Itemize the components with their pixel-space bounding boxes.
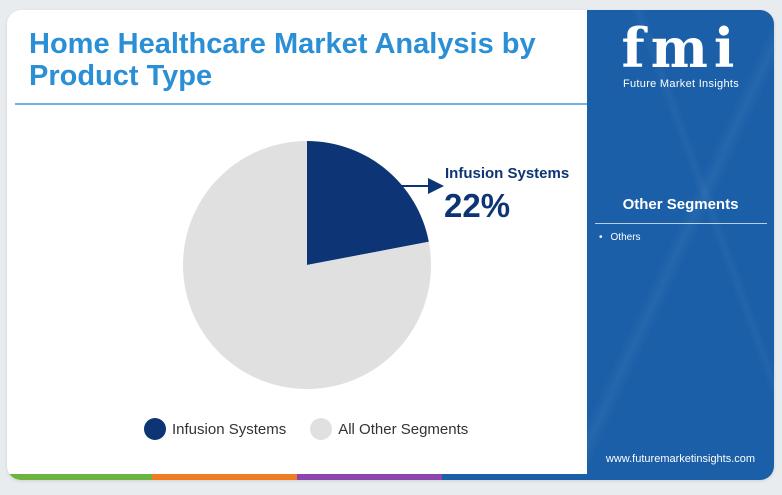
legend-item-all-other-segments: All Other Segments — [310, 418, 468, 440]
footer-segment-blue — [442, 474, 587, 480]
footer-color-bar — [7, 474, 587, 480]
sidebar-panel: fmi Future Market Insights Other Segment… — [587, 10, 774, 480]
legend-label-all-other-segments: All Other Segments — [338, 420, 469, 438]
legend-swatch-all-other-segments — [310, 418, 333, 440]
footer-segment-orange — [152, 474, 297, 480]
other-segments-list: • Others — [599, 232, 641, 243]
chart-legend: Infusion Systems All Other Segments — [144, 418, 492, 440]
logo-text: Future Market Insights — [622, 78, 740, 90]
logo-mark: fmi — [621, 16, 741, 80]
pie-chart — [183, 141, 444, 389]
pie-slice-all-other-segments — [183, 141, 431, 389]
footer-segment-purple — [297, 474, 442, 480]
fmi-logo: fmi Future Market Insights — [611, 20, 751, 90]
sidebar-divider — [595, 223, 767, 224]
legend-swatch-infusion-systems — [144, 418, 166, 440]
legend-label-infusion-systems: Infusion Systems — [172, 420, 287, 438]
callout-percentage: 22% — [444, 187, 511, 224]
footer-segment-green — [7, 474, 152, 480]
callout-label: Infusion Systems — [445, 165, 570, 182]
chart-card: Home Healthcare Market Analysis by Produ… — [7, 10, 774, 480]
other-segments-heading: Other Segments — [622, 196, 739, 213]
website-url[interactable]: www.futuremarketinsights.com — [605, 453, 756, 465]
title-divider — [15, 103, 587, 105]
bullet-icon: • — [599, 232, 603, 243]
legend-item-infusion-systems: Infusion Systems — [144, 418, 286, 440]
pie-slice-infusion-systems — [307, 141, 429, 265]
list-item: • Others — [599, 232, 641, 243]
list-item-label: Others — [610, 232, 641, 243]
chart-title: Home Healthcare Market Analysis by Produ… — [29, 28, 536, 92]
